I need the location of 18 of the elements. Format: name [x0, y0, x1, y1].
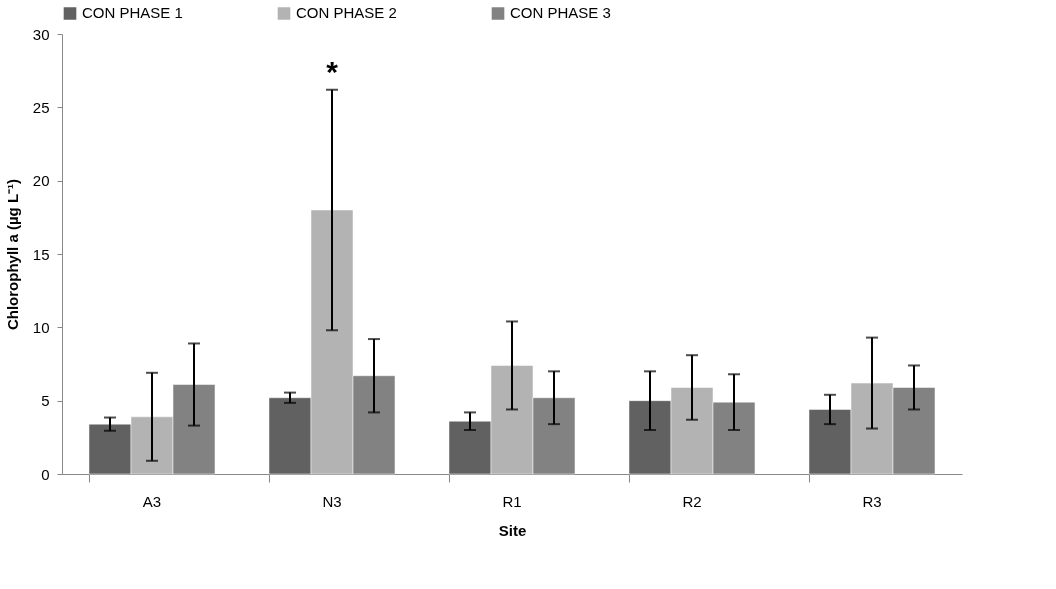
- y-tick-label: 25: [32, 98, 50, 116]
- legend-label: CON PHASE 3: [510, 4, 611, 22]
- annotation: *: [326, 54, 339, 88]
- x-tick-label: A3: [142, 492, 162, 510]
- y-tick-label: 10: [32, 318, 50, 336]
- x-axis-title: Site: [498, 521, 527, 539]
- legend-label: CON PHASE 1: [82, 4, 183, 22]
- x-tick-label: R1: [502, 492, 522, 510]
- y-tick-label: 15: [32, 245, 50, 263]
- y-tick-label: 20: [32, 172, 50, 190]
- x-tick-label: N3: [322, 492, 342, 510]
- y-tick-label: 5: [41, 392, 50, 410]
- legend-label: CON PHASE 2: [296, 4, 397, 22]
- y-axis-title: Chlorophyll a (µg L⁻¹): [3, 178, 21, 331]
- y-tick-label: 0: [41, 465, 50, 483]
- x-tick-label: R2: [682, 492, 702, 510]
- x-tick-label: R3: [862, 492, 882, 510]
- y-tick-label: 30: [32, 25, 50, 43]
